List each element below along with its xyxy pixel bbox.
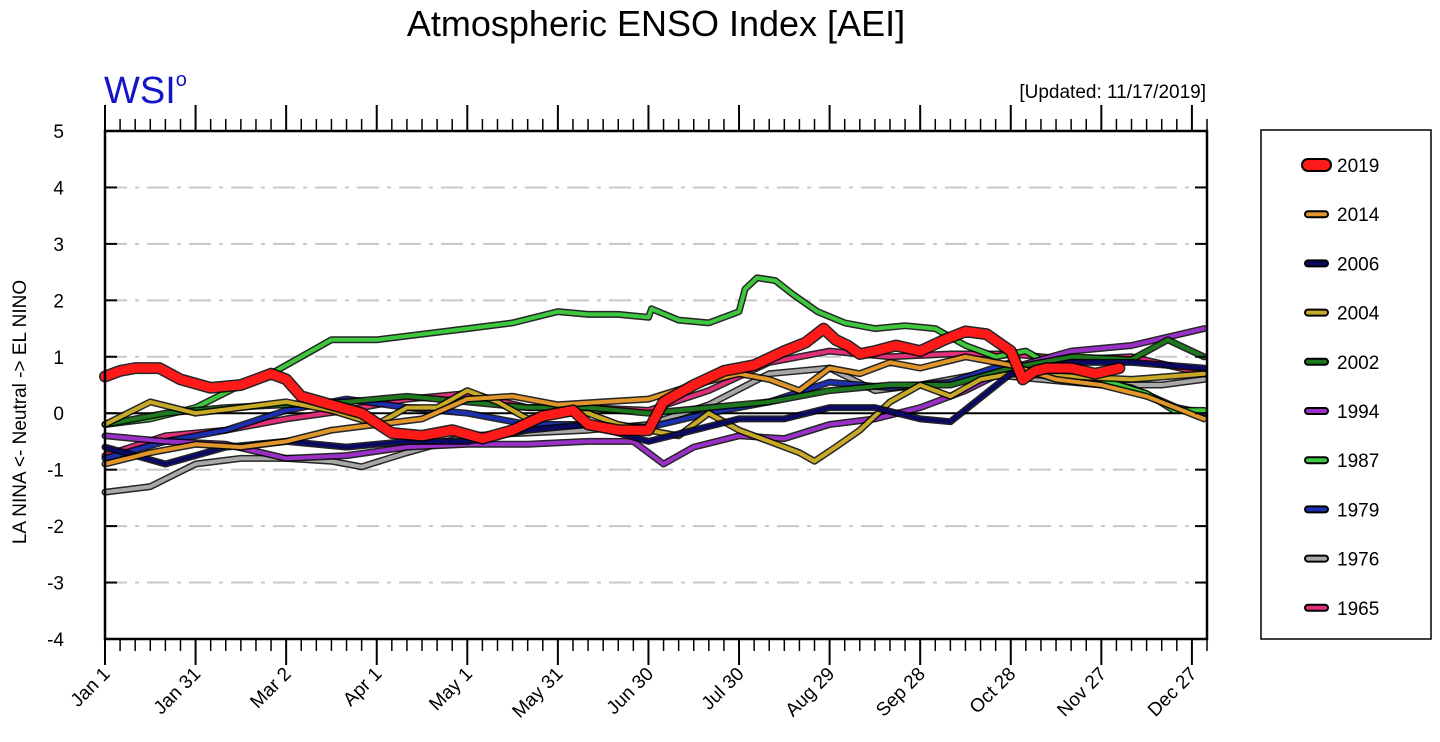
- legend-label-2014: 2014: [1337, 205, 1380, 226]
- series-line-1987: [103, 275, 1206, 427]
- legend-label-2006: 2006: [1337, 254, 1379, 275]
- legend-label-2019: 2019: [1337, 156, 1379, 177]
- y-axis-label: LA NINA <- Neutral -> EL NINO: [10, 280, 31, 544]
- legend-label-1987: 1987: [1337, 451, 1379, 472]
- legend-label-2004: 2004: [1337, 304, 1380, 325]
- legend: 2019 2014 2006 2004 2002 1994 1987 1979 1976 1965: [1301, 156, 1380, 620]
- legend-label-1979: 1979: [1337, 500, 1379, 521]
- axes: [103, 105, 1209, 665]
- y-tick-label: -2: [47, 517, 64, 538]
- brand-text: WSI: [104, 70, 176, 112]
- y-tick-label: 0: [53, 404, 64, 425]
- y-tick-label: -3: [47, 574, 64, 595]
- y-tick-labels: 5 4 3 2 1 0 -1 -2 -3 -4: [47, 122, 64, 651]
- y-tick-label: 3: [53, 235, 64, 256]
- brand-logo: WSIo: [104, 69, 187, 112]
- y-tick-label: 4: [53, 178, 64, 199]
- legend-label-1994: 1994: [1337, 402, 1380, 423]
- series-lines: [99, 274, 1208, 496]
- y-tick-label: -4: [47, 630, 64, 651]
- y-tick-label: 5: [53, 122, 64, 143]
- legend-label-2002: 2002: [1337, 353, 1379, 374]
- chart-title: Atmospheric ENSO Index [AEI]: [407, 3, 905, 44]
- series-line-2019: [100, 324, 1124, 444]
- y-tick-label: -1: [47, 461, 64, 482]
- brand-superscript: o: [176, 69, 187, 91]
- y-tick-label: 2: [53, 291, 64, 312]
- legend-label-1976: 1976: [1337, 550, 1379, 571]
- plot-frame: [103, 129, 1209, 641]
- legend-label-1965: 1965: [1337, 599, 1379, 620]
- y-tick-label: 1: [53, 348, 64, 369]
- series-line-2006: [103, 360, 1206, 466]
- updated-label: [Updated: 11/17/2019]: [1019, 82, 1206, 103]
- legend-box: [1260, 129, 1432, 640]
- grid-lines: [105, 186, 1207, 584]
